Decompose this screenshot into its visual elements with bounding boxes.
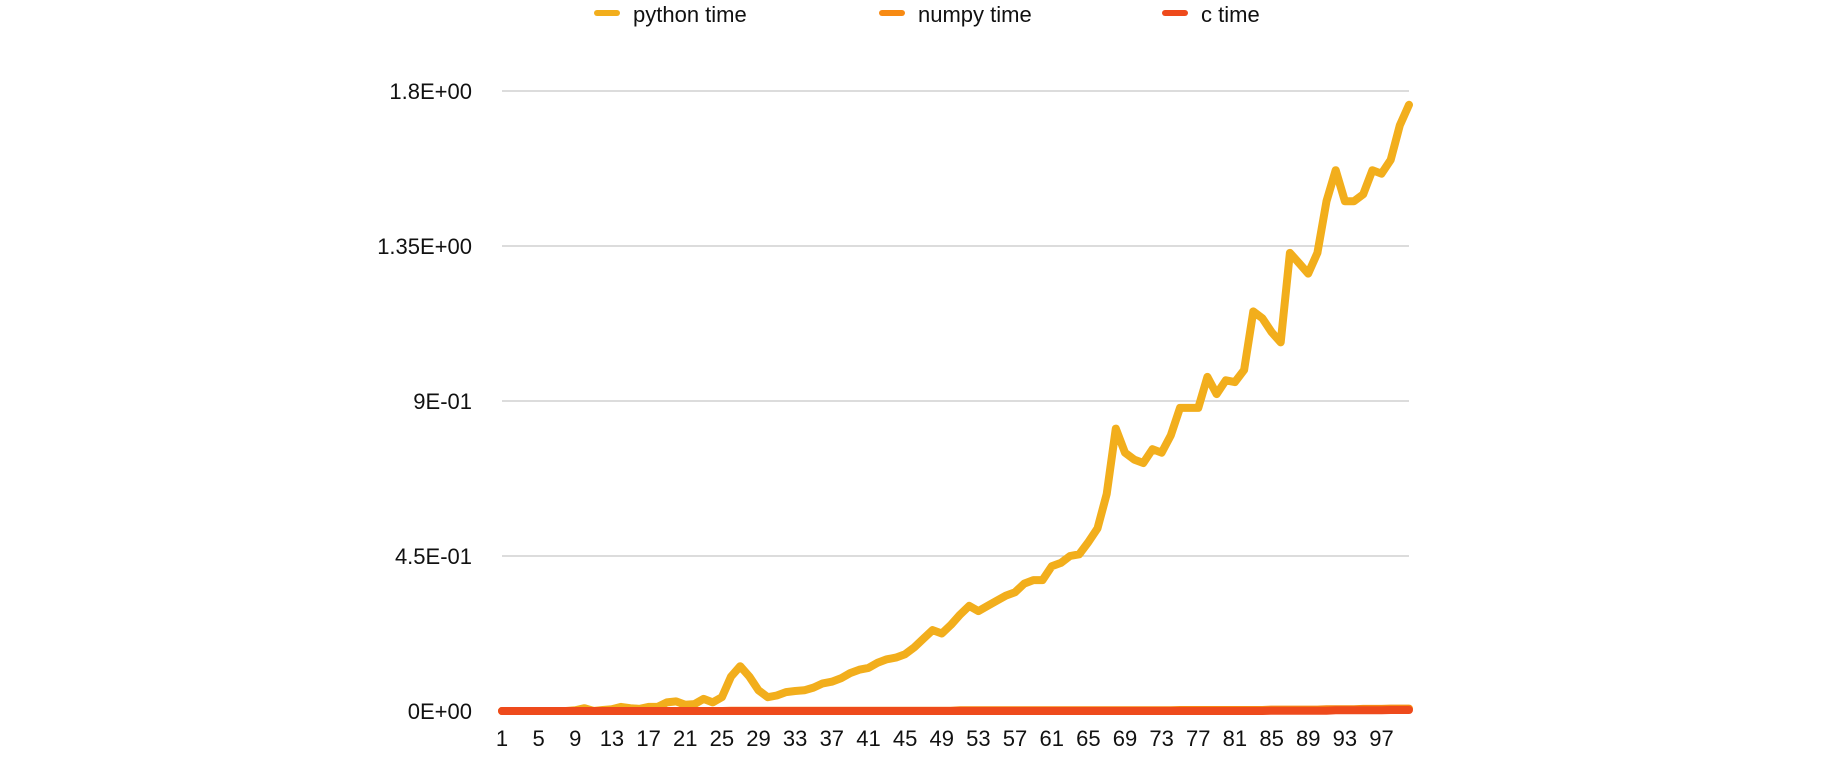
series-line-python-time — [498, 100, 1413, 715]
x-tick-label: 13 — [600, 726, 624, 751]
x-tick-label: 69 — [1113, 726, 1137, 751]
y-tick-label: 0E+00 — [408, 699, 472, 724]
x-tick-label: 45 — [893, 726, 917, 751]
legend-item-c-time: c time — [1162, 2, 1260, 27]
x-tick-label: 93 — [1333, 726, 1357, 751]
x-tick-label: 33 — [783, 726, 807, 751]
x-tick-label: 17 — [636, 726, 660, 751]
x-tick-label: 73 — [1149, 726, 1173, 751]
y-tick-label: 1.8E+00 — [389, 79, 472, 104]
y-tick-label: 1.35E+00 — [377, 234, 472, 259]
x-axis-tick-labels: 1 5 9 13 17 21 25 29 33 37 41 45 49 53 57 61 65 69 73 77 81 8… — [496, 726, 1394, 751]
legend-label: numpy time — [918, 2, 1032, 27]
x-tick-label: 97 — [1369, 726, 1393, 751]
x-tick-label: 77 — [1186, 726, 1210, 751]
x-tick-label: 25 — [710, 726, 734, 751]
legend-label: c time — [1201, 2, 1260, 27]
x-tick-label: 53 — [966, 726, 990, 751]
legend-item-numpy-time: numpy time — [879, 2, 1032, 27]
x-tick-label: 61 — [1039, 726, 1063, 751]
x-tick-label: 89 — [1296, 726, 1320, 751]
y-axis-tick-labels: 0E+00 4.5E-01 9E-01 1.35E+00 1.8E+00 — [377, 79, 472, 724]
x-tick-label: 41 — [856, 726, 880, 751]
x-tick-label: 1 — [496, 726, 508, 751]
y-tick-label: 9E-01 — [413, 389, 472, 414]
x-tick-label: 49 — [930, 726, 954, 751]
x-tick-label: 57 — [1003, 726, 1027, 751]
series-lines — [498, 100, 1413, 715]
series-line-c-time — [498, 706, 1413, 715]
y-tick-label: 4.5E-01 — [395, 544, 472, 569]
x-tick-label: 81 — [1223, 726, 1247, 751]
x-tick-label: 29 — [746, 726, 770, 751]
x-tick-label: 21 — [673, 726, 697, 751]
x-tick-label: 65 — [1076, 726, 1100, 751]
x-tick-label: 85 — [1259, 726, 1283, 751]
legend-label: python time — [633, 2, 747, 27]
legend-item-python-time: python time — [594, 2, 747, 27]
x-tick-label: 5 — [533, 726, 545, 751]
legend: python time numpy time c time — [594, 2, 1260, 27]
x-tick-label: 9 — [569, 726, 581, 751]
x-tick-label: 37 — [820, 726, 844, 751]
